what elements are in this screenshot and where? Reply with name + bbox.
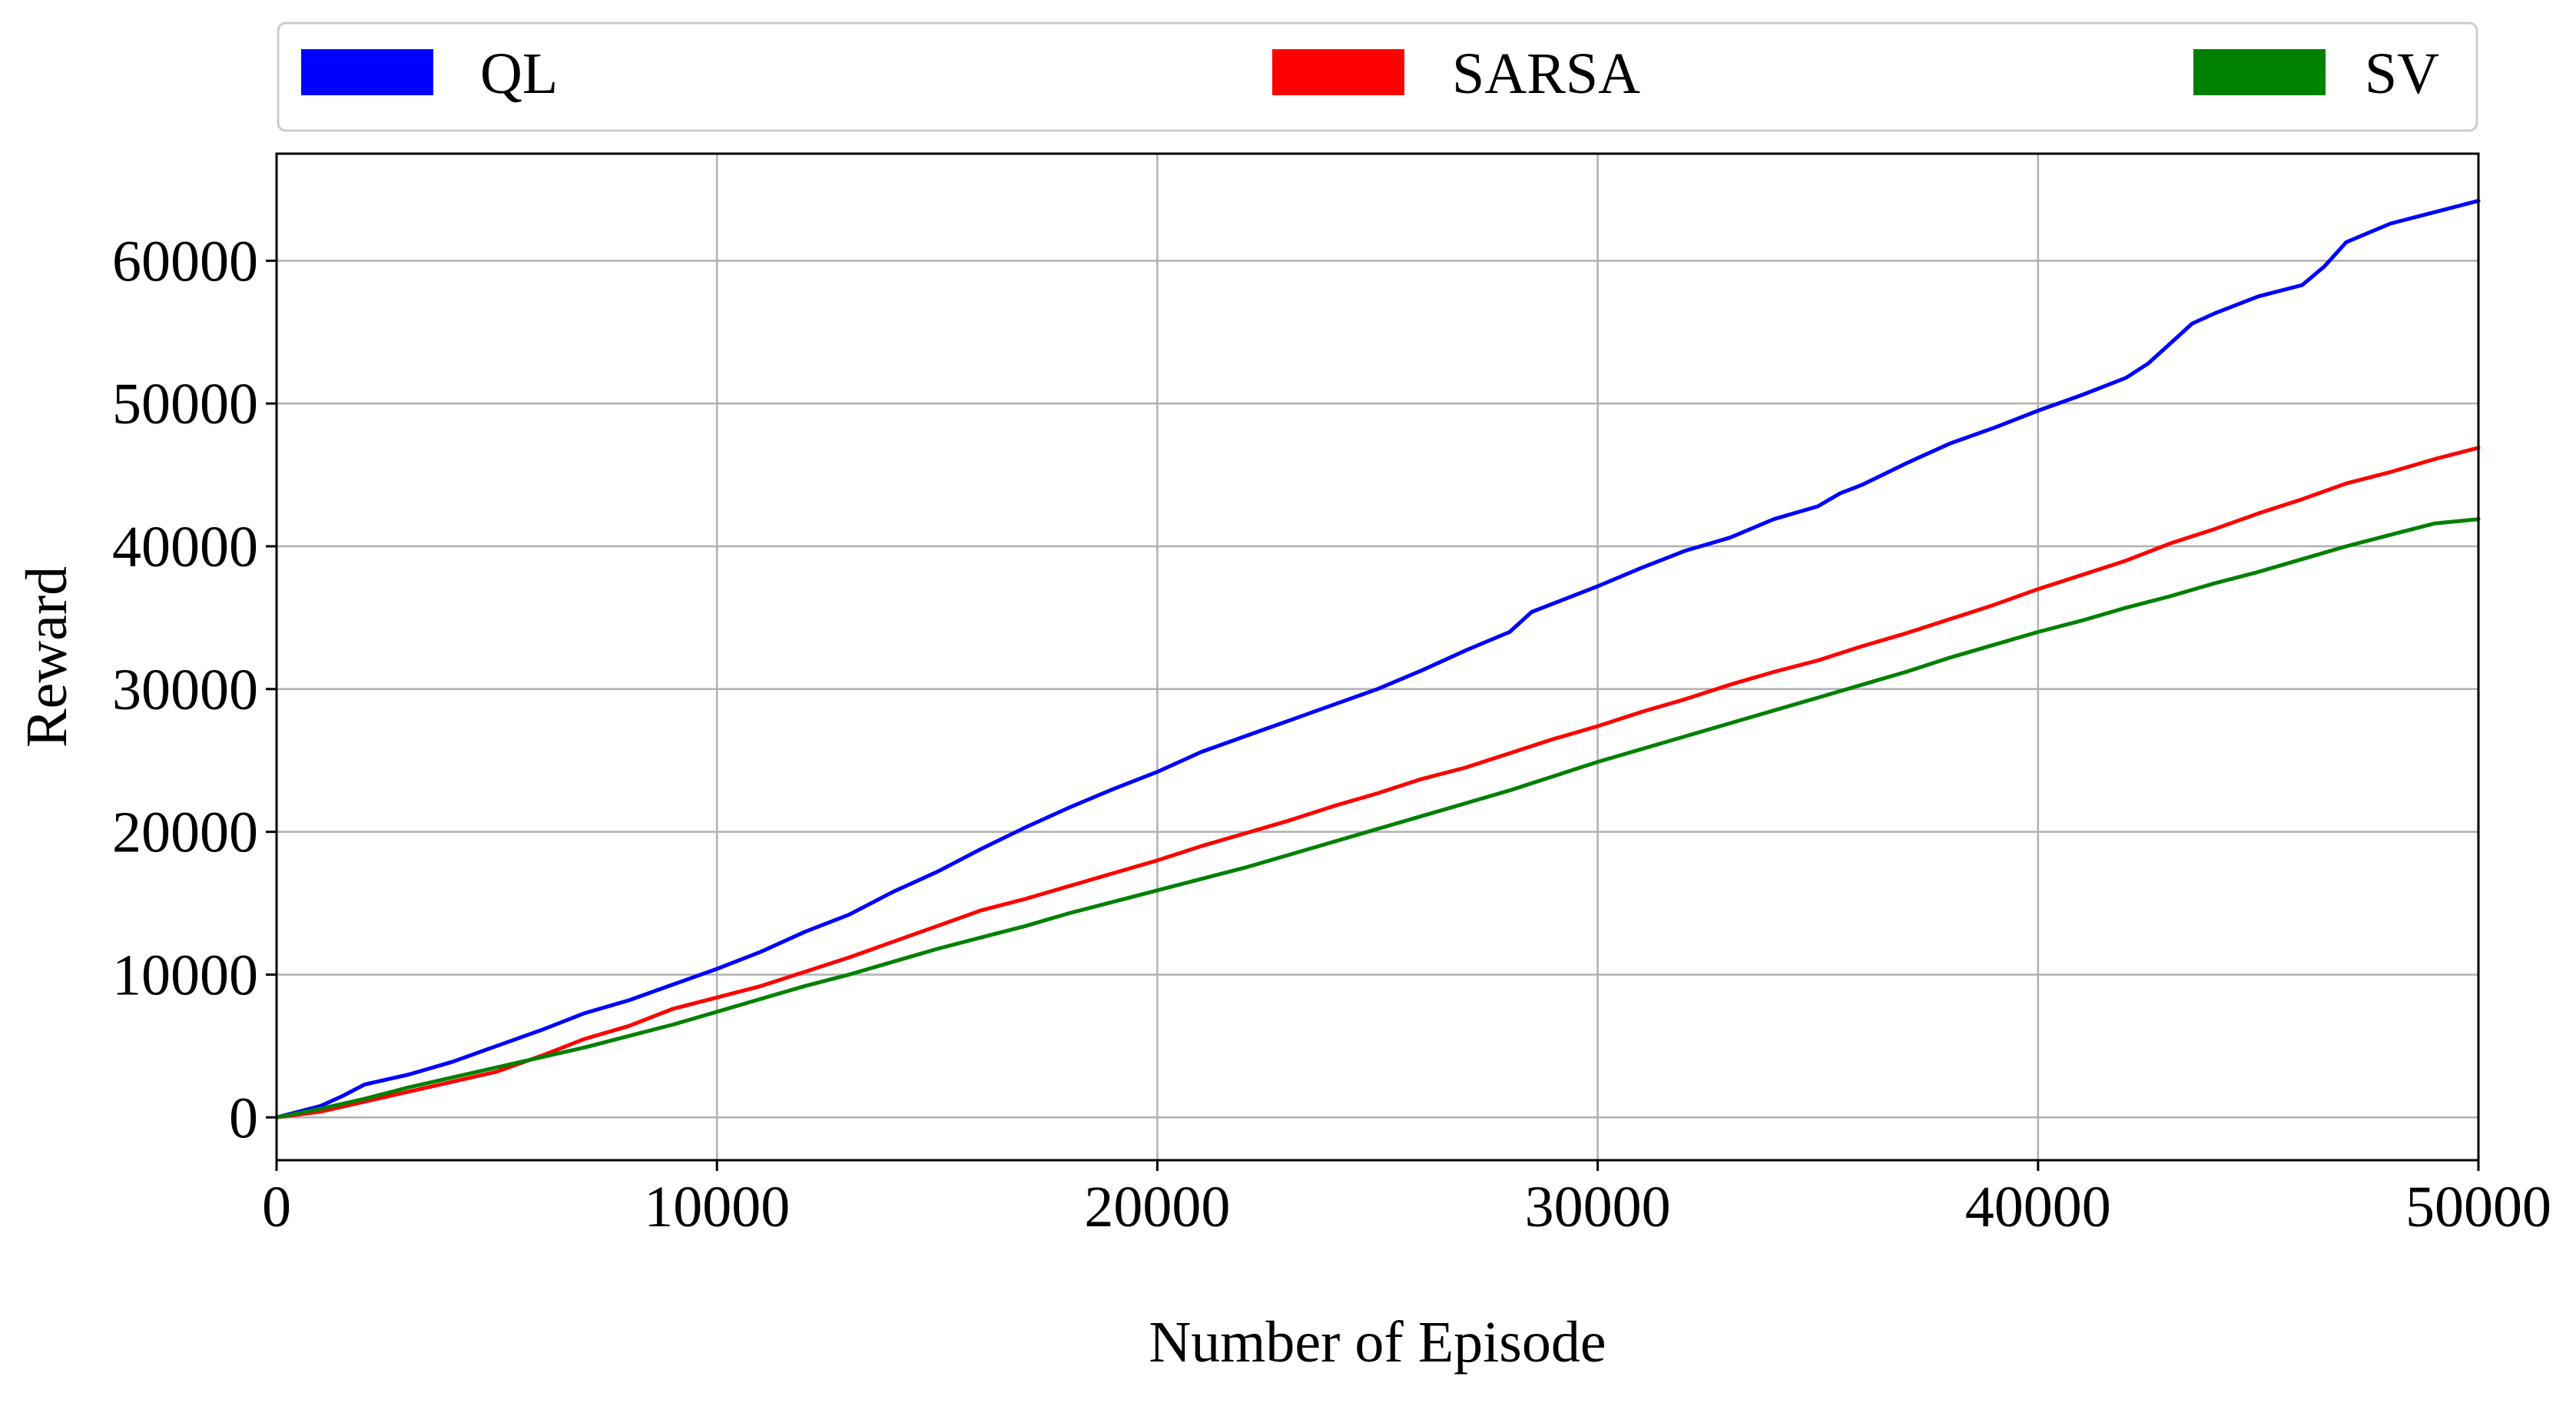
x-axis-ticks: 0 10000 20000 30000 40000 50000	[262, 1160, 2551, 1239]
legend-swatch-ql	[301, 49, 433, 95]
legend-swatch-sarsa	[1272, 49, 1404, 95]
legend-label-ql: QL	[480, 41, 558, 106]
series-line-ql	[274, 198, 2481, 1119]
series-line-sarsa	[274, 446, 2481, 1119]
x-axis-label: Number of Episode	[1149, 1310, 1606, 1375]
x-tick-label: 30000	[1525, 1175, 1671, 1239]
series-lines	[274, 198, 2481, 1119]
y-tick-label: 0	[229, 1086, 258, 1150]
y-tick-label: 50000	[112, 372, 258, 436]
legend-label-sarsa: SARSA	[1452, 41, 1640, 106]
plot-frame	[275, 152, 2480, 1162]
x-tick-label: 20000	[1084, 1175, 1230, 1239]
y-tick-label: 20000	[112, 801, 258, 865]
x-tick-label: 0	[262, 1175, 291, 1239]
x-tick-label: 10000	[644, 1175, 790, 1239]
legend-swatch-sv	[2193, 49, 2326, 95]
x-tick-label: 40000	[1965, 1175, 2111, 1239]
y-tick-label: 10000	[112, 943, 258, 1007]
y-tick-label: 30000	[112, 658, 258, 722]
y-axis-ticks: 0 10000 20000 30000 40000 50000 60000	[112, 229, 277, 1150]
x-tick-label: 50000	[2405, 1175, 2551, 1239]
series-line-sv	[274, 517, 2481, 1119]
y-axis-label: Reward	[15, 566, 79, 748]
y-tick-label: 40000	[112, 515, 258, 579]
y-tick-label: 60000	[112, 229, 258, 294]
grid-lines	[275, 154, 2480, 1160]
legend: QL SARSA SV	[277, 22, 2478, 132]
legend-label-sv: SV	[2365, 41, 2439, 106]
